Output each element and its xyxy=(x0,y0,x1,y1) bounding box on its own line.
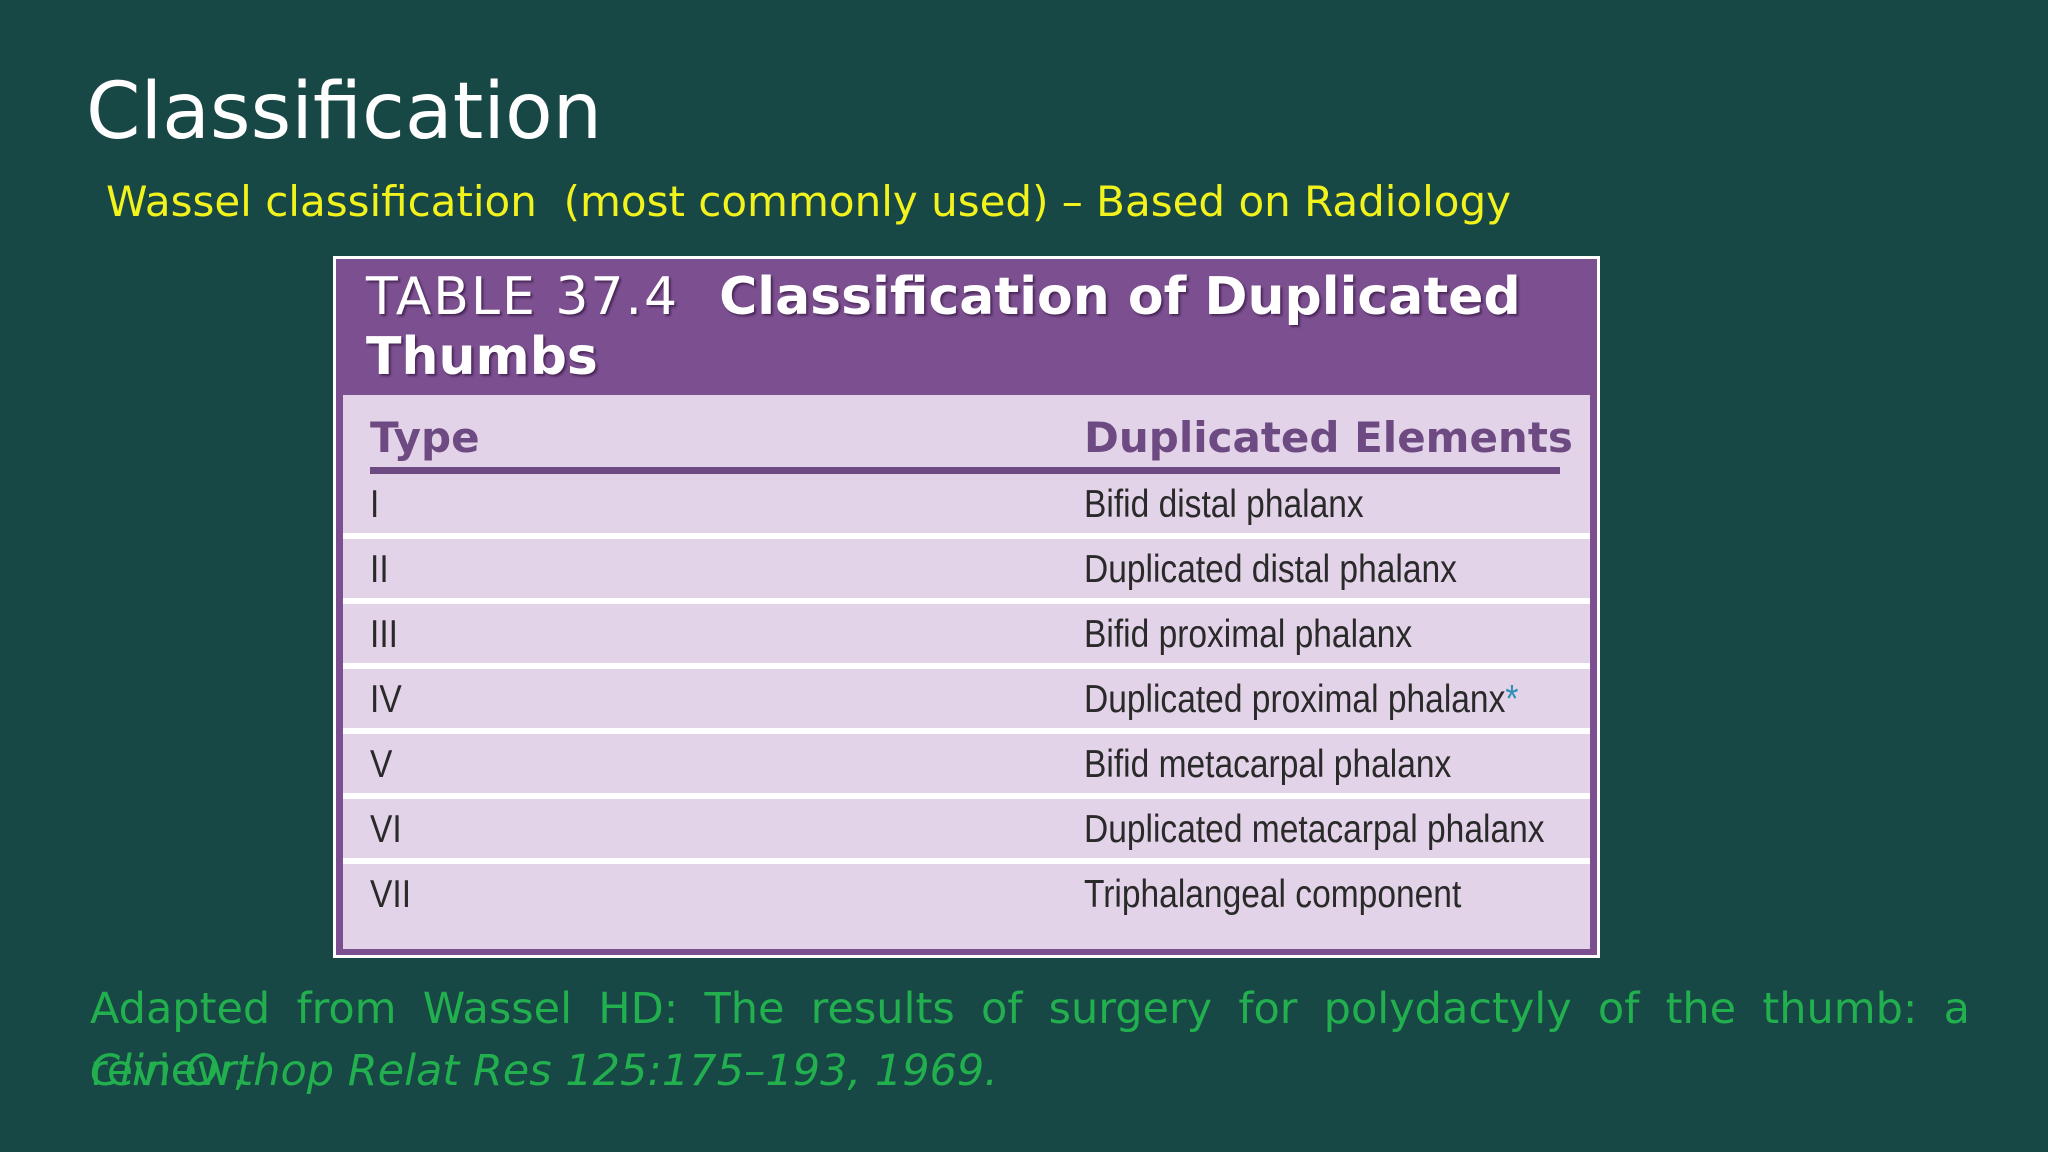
table-title: Classification of Duplicated Thumbs xyxy=(366,267,1521,387)
table-row: I Bifid distal phalanx xyxy=(343,474,1590,539)
cell-type: VII xyxy=(370,873,412,916)
cell-elements-text: Duplicated proximal phalanx xyxy=(1084,678,1506,721)
cell-elements: Bifid proximal phalanx xyxy=(1084,612,1412,658)
cell-elements: Bifid distal phalanx xyxy=(1084,482,1364,528)
table-container: TABLE 37.4 Classification of Duplicated T… xyxy=(336,259,1597,955)
cell-type: VI xyxy=(370,808,402,851)
cell-elements: Duplicated proximal phalanx* xyxy=(1084,677,1518,723)
table-row: II Duplicated distal phalanx xyxy=(343,539,1590,604)
cell-elements-text: Triphalangeal component xyxy=(1084,873,1462,916)
cell-elements: Bifid metacarpal phalanx xyxy=(1084,742,1451,788)
table-row: IV Duplicated proximal phalanx* xyxy=(343,669,1590,734)
cell-elements: Duplicated distal phalanx xyxy=(1084,547,1457,593)
table-row: V Bifid metacarpal phalanx xyxy=(343,734,1590,799)
table-header-row: Type Duplicated Elements xyxy=(343,395,1590,474)
table-body: Type Duplicated Elements I Bifid distal … xyxy=(343,395,1590,949)
cell-elements-text: Bifid metacarpal phalanx xyxy=(1084,743,1452,786)
table-row: VII Triphalangeal component xyxy=(343,864,1590,923)
cell-elements: Triphalangeal component xyxy=(1084,872,1461,918)
slide-subtitle: Wassel classification (most commonly use… xyxy=(106,177,1512,226)
header-duplicated-elements: Duplicated Elements xyxy=(1084,413,1573,462)
header-type: Type xyxy=(370,413,480,462)
slide-title: Classification xyxy=(86,67,603,157)
footnote-asterisk: * xyxy=(1505,678,1519,721)
cell-type: II xyxy=(370,548,389,591)
table-row: VI Duplicated metacarpal phalanx xyxy=(343,799,1590,864)
header-divider xyxy=(370,467,1560,474)
classification-table: TABLE 37.4 Classification of Duplicated T… xyxy=(333,256,1600,958)
cell-type: V xyxy=(370,743,393,786)
cell-elements-text: Bifid proximal phalanx xyxy=(1084,613,1413,656)
cell-type: I xyxy=(370,483,380,526)
cell-type: IV xyxy=(370,678,402,721)
cell-elements: Duplicated metacarpal phalanx xyxy=(1084,807,1545,853)
cell-elements-text: Duplicated metacarpal phalanx xyxy=(1084,808,1545,851)
table-caption: TABLE 37.4 Classification of Duplicated T… xyxy=(366,267,1566,387)
table-row: III Bifid proximal phalanx xyxy=(343,604,1590,669)
cell-type: III xyxy=(370,613,398,656)
cell-elements-text: Bifid distal phalanx xyxy=(1084,483,1364,526)
citation-line-1: Adapted from Wassel HD: The results of s… xyxy=(90,984,1970,1096)
table-label: TABLE 37.4 xyxy=(366,267,680,327)
cell-elements-text: Duplicated distal phalanx xyxy=(1084,548,1457,591)
citation-line-2: Clin Orthop Relat Res 125:175–193, 1969. xyxy=(90,1046,998,1096)
